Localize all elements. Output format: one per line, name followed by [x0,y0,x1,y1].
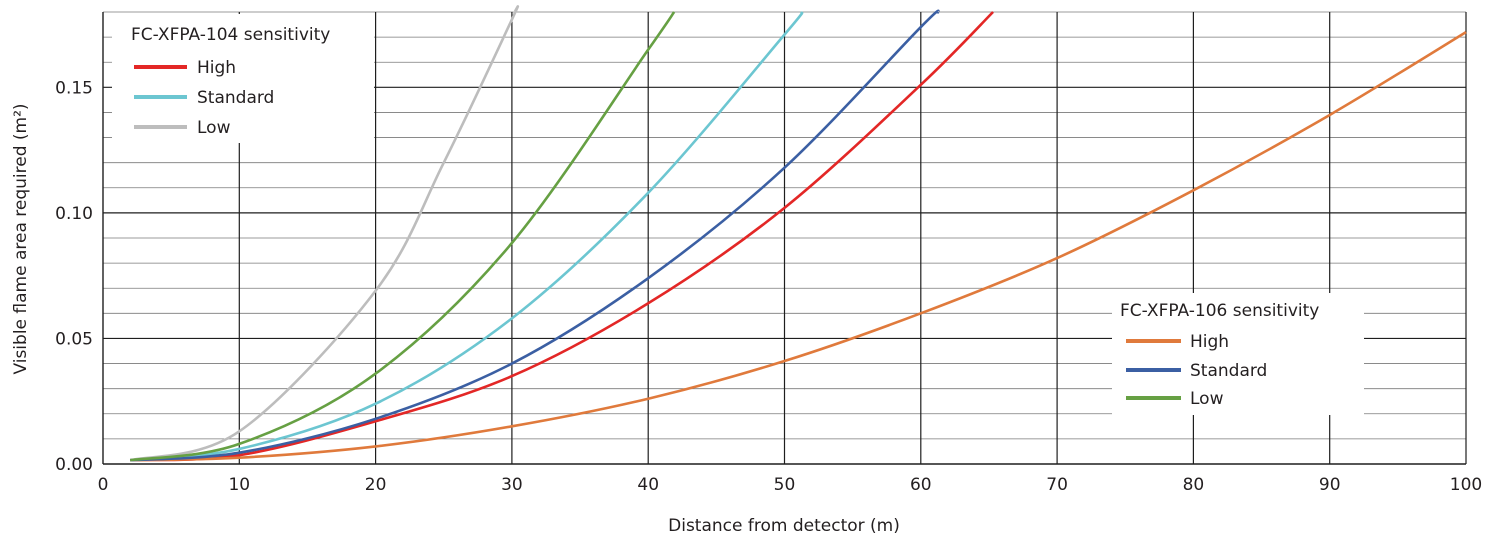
legend-106-background [1112,293,1364,415]
y-axis-title: Visible flame area required (m²) [11,103,31,374]
legend-104: FC-XFPA-104 sensitivity High Standard Lo… [112,14,374,143]
x-tick-label: 0 [98,475,109,495]
legend-104-label-standard: Standard [197,88,274,108]
series-lines [129,5,1467,462]
y-tick-label: 0.05 [55,329,93,349]
tick-labels: 0 10 20 30 40 50 60 70 80 90 100 0.00 0.05 0.10 0.15 [55,78,1482,495]
y-tick-label: 0.00 [55,455,93,475]
series-line-fc-xfpa-106-standard [130,9,940,462]
y-tick-label: 0.15 [55,78,93,98]
y-tick-label: 0.10 [55,204,93,224]
x-tick-label: 40 [637,475,659,495]
x-tick-label: 50 [774,475,796,495]
series-line-fc-xfpa-104-standard [130,11,804,462]
x-tick-label: 30 [501,475,523,495]
x-tick-label: 20 [365,475,387,495]
legend-104-label-low: Low [197,118,231,138]
legend-106: FC-XFPA-106 sensitivity High Standard Lo… [1112,293,1364,415]
x-tick-label: 80 [1183,475,1205,495]
x-tick-label: 10 [228,475,250,495]
series-line-fc-xfpa-106-low [130,11,676,462]
series-line-fc-xfpa-106-high [130,30,1467,462]
x-tick-label: 60 [910,475,932,495]
legend-106-label-low: Low [1190,389,1224,409]
x-axis-title: Distance from detector (m) [668,516,900,536]
legend-104-background [112,14,374,143]
series-line-fc-xfpa-104-high [130,11,994,462]
series-line-fc-xfpa-104-low [129,5,520,462]
x-tick-label: 100 [1450,475,1482,495]
legend-106-title: FC-XFPA-106 sensitivity [1120,301,1319,321]
x-tick-label: 90 [1319,475,1341,495]
legend-106-label-standard: Standard [1190,361,1267,381]
axes [102,12,1466,465]
legend-104-title: FC-XFPA-104 sensitivity [131,25,330,45]
x-tick-label: 70 [1046,475,1068,495]
legend-104-label-high: High [197,58,236,78]
legend-106-label-high: High [1190,332,1229,352]
